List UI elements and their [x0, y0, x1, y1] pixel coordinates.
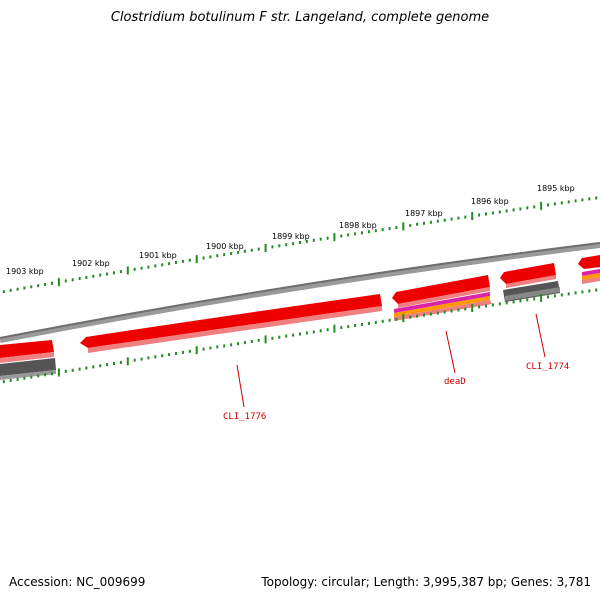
dead-leader-line — [445, 330, 456, 374]
outer-tick-ring — [2, 196, 598, 294]
gene-feature-right[interactable] — [578, 255, 600, 269]
genome-backbone-edge — [0, 242, 600, 339]
gene-label[interactable]: CLI_1776 — [223, 412, 266, 422]
gene-feature-cli-1774[interactable] — [500, 263, 556, 288]
gene-feature-cli-1776[interactable] — [80, 294, 382, 353]
tick-label: 1903 kbp — [6, 267, 44, 276]
tick-label-group: 1903 kbp 1902 kbp 1901 kbp 1900 kbp 1899 kbp… — [6, 184, 575, 276]
gene-label[interactable]: CLI_1774 — [526, 362, 569, 372]
tick-label: 1902 kbp — [72, 259, 110, 268]
tick-label: 1895 kbp — [537, 184, 575, 193]
page-title: Clostridium botulinum F str. Langeland, … — [110, 10, 490, 25]
gene-label-group: CLI_1776 deaD CLI_1774 — [223, 362, 569, 422]
genome-summary-text: Topology: circular; Length: 3,995,387 bp… — [261, 575, 591, 589]
inner-tick-ring — [2, 288, 598, 384]
gene-feature-left[interactable] — [0, 340, 54, 363]
gene-feature-dead[interactable] — [392, 275, 490, 308]
genome-backbone — [0, 242, 600, 343]
tick-label: 1900 kbp — [206, 242, 244, 251]
tick-label: 1899 kbp — [272, 232, 310, 241]
tick-label: 1896 kbp — [471, 197, 509, 206]
tick-label: 1897 kbp — [405, 209, 443, 218]
gray-feature-left[interactable] — [0, 358, 56, 380]
colored-feature-dead[interactable] — [394, 292, 492, 321]
colored-feature-right[interactable] — [582, 269, 600, 284]
gene-label[interactable]: deaD — [444, 377, 466, 387]
tick-label: 1901 kbp — [139, 251, 177, 260]
cli-1776-leader-line — [236, 364, 245, 408]
accession-text: Accession: NC_009699 — [9, 575, 146, 589]
gray-feature-cli-1774[interactable] — [503, 281, 560, 302]
cli-1774-leader-line — [535, 313, 546, 358]
tick-label: 1898 kbp — [339, 221, 377, 230]
